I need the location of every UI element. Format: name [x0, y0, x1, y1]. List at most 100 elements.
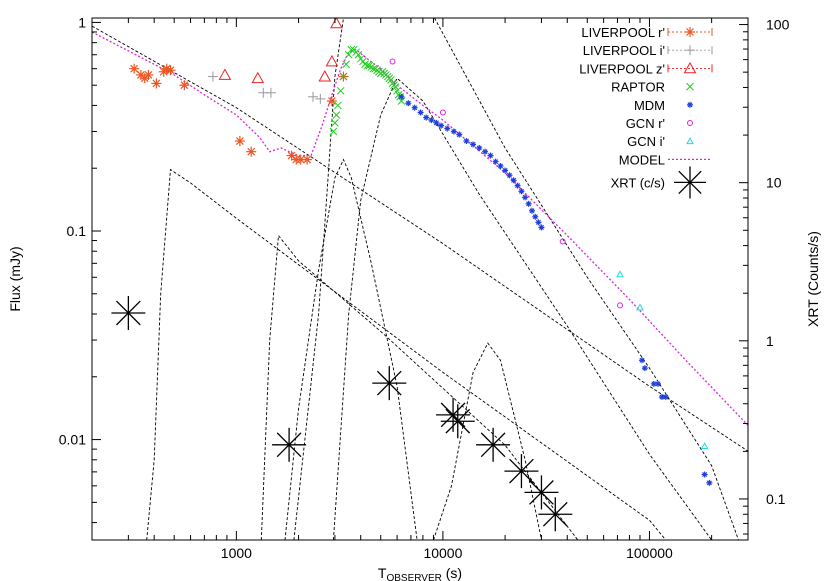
data-point-mdm-18 [497, 162, 504, 169]
legend-entry-model: MODEL [619, 152, 712, 167]
plot-frame [91, 17, 749, 541]
y2-tick-label: 0.1 [766, 491, 786, 507]
data-point-liverpool-r-7 [161, 63, 172, 74]
data-point-raptor-33 [393, 86, 401, 95]
x-tick-label: 100000 [626, 545, 673, 561]
data-point-mdm-6 [428, 117, 435, 124]
legend-marker-raptor [686, 82, 694, 91]
data-point-gcn-r-2 [439, 109, 446, 116]
series-liverpool-r [129, 63, 349, 165]
data-point-gcn-r-3 [559, 238, 566, 245]
data-point-mdm-11 [456, 131, 463, 138]
model-curve [92, 31, 748, 426]
x-axis-label-main: T [378, 565, 387, 581]
legend-entry-gcn-r: GCN r' [626, 116, 693, 131]
series-raptor [329, 45, 406, 136]
data-point-xrt-c-s-5 [440, 404, 475, 439]
x-tick-label: 10000 [423, 545, 462, 561]
series-xrt-c-s [111, 295, 573, 532]
x-axis-label-unit: (s) [442, 565, 462, 581]
data-point-mdm-20 [506, 172, 513, 179]
series-mdm [398, 93, 713, 486]
component-curves [92, 18, 748, 540]
data-point-liverpool-r-11 [246, 146, 257, 157]
legend-marker-liverpool-z [683, 61, 697, 74]
data-point-mdm-17 [492, 158, 499, 165]
data-point-raptor-12 [354, 50, 363, 59]
y-tick-label: 0.01 [59, 432, 86, 448]
data-point-mdm-23 [518, 188, 525, 195]
data-point-mdm-2 [405, 100, 412, 107]
component-curve-2 [146, 168, 667, 540]
data-point-liverpool-r-1 [129, 63, 140, 74]
legend-entry-liverpool-r: LIVERPOOL r' [581, 25, 713, 40]
data-point-liverpool-z-3 [318, 70, 332, 82]
y-axis-label: Flux (mJy) [7, 246, 23, 311]
data-point-mdm-21 [510, 177, 517, 184]
data-point-mdm-28 [535, 219, 542, 226]
data-point-mdm-29 [538, 224, 545, 231]
data-point-liverpool-i-1 [207, 71, 218, 82]
data-point-mdm-3 [411, 104, 418, 111]
x-axis-label-subscript: OBSERVER [386, 573, 441, 581]
data-point-gcn-i-3 [700, 442, 709, 450]
legend-marker-mdm [687, 101, 693, 108]
data-point-liverpool-r-9 [179, 80, 190, 91]
component-curve-3 [260, 234, 579, 540]
y2-tick-label: 100 [766, 17, 790, 33]
data-point-liverpool-i-3 [265, 87, 276, 98]
data-point-mdm-30 [638, 357, 645, 364]
y-tick-label: 0.1 [67, 223, 87, 239]
legend-label-liverpool-r: LIVERPOOL r' [581, 25, 665, 40]
data-point-mdm-34 [658, 393, 665, 400]
model-curve-layer [92, 31, 748, 426]
data-point-mdm-5 [423, 114, 430, 121]
component-curve-1 [92, 25, 748, 452]
legend-label-xrt-c-s: XRT (c/s) [611, 175, 665, 190]
y2-tick-label: 1 [766, 333, 774, 349]
data-point-gcn-r-4 [616, 302, 623, 309]
legend-marker-liverpool-i [685, 45, 695, 56]
legend-entry-liverpool-i: LIVERPOOL i' [583, 43, 713, 58]
data-point-xrt-c-s-8 [524, 475, 559, 510]
data-point-liverpool-i-5 [315, 93, 326, 104]
data-point-mdm-7 [433, 119, 440, 126]
data-point-xrt-c-s-7 [504, 454, 539, 489]
data-point-xrt-c-s-3 [372, 366, 407, 401]
series-gcn-r [389, 58, 623, 309]
legend-label-model: MODEL [619, 152, 665, 167]
legend-marker-xrt-c-s [674, 166, 706, 199]
data-point-mdm-33 [655, 380, 662, 387]
data-point-liverpool-r-14 [295, 154, 306, 165]
data-point-mdm-24 [522, 194, 529, 201]
data-point-liverpool-r-10 [234, 136, 245, 147]
data-point-liverpool-r-5 [151, 78, 162, 89]
data-point-raptor-5 [336, 86, 345, 95]
component-curve-4 [284, 158, 418, 540]
x-axis-label: TOBSERVER (s) [378, 565, 462, 581]
legend-entry-mdm: MDM [634, 98, 693, 113]
legend-label-raptor: RAPTOR [611, 80, 665, 95]
legend-entry-raptor: RAPTOR [611, 80, 694, 95]
axis-ticks: 1000 10000 100000 1 0.1 0.01 100 10 1 0.1 [59, 14, 790, 561]
data-point-raptor-2 [331, 118, 339, 127]
legend-entry-liverpool-z: LIVERPOOL z' [579, 61, 713, 76]
data-point-liverpool-i-4 [308, 91, 319, 102]
data-point-liverpool-r-4 [143, 69, 154, 80]
data-point-xrt-c-s-1 [111, 295, 146, 330]
data-points [111, 18, 713, 532]
y2-tick-label: 10 [766, 175, 782, 191]
legend-label-mdm: MDM [634, 98, 665, 113]
data-point-mdm-13 [470, 141, 477, 148]
data-point-xrt-c-s-2 [272, 427, 307, 462]
legend: LIVERPOOL r' LIVERPOOL i' LIVERPOOL z' RAPT… [579, 25, 713, 199]
data-point-mdm-16 [487, 152, 494, 159]
legend-marker-gcn-r [687, 120, 693, 126]
legend-label-liverpool-z: LIVERPOOL z' [579, 61, 665, 76]
component-curve-5 [293, 18, 344, 540]
component-curve-8 [433, 342, 542, 540]
y-tick-label: 1 [78, 14, 86, 30]
data-point-mdm-15 [482, 148, 489, 155]
data-point-raptor-4 [334, 101, 342, 110]
